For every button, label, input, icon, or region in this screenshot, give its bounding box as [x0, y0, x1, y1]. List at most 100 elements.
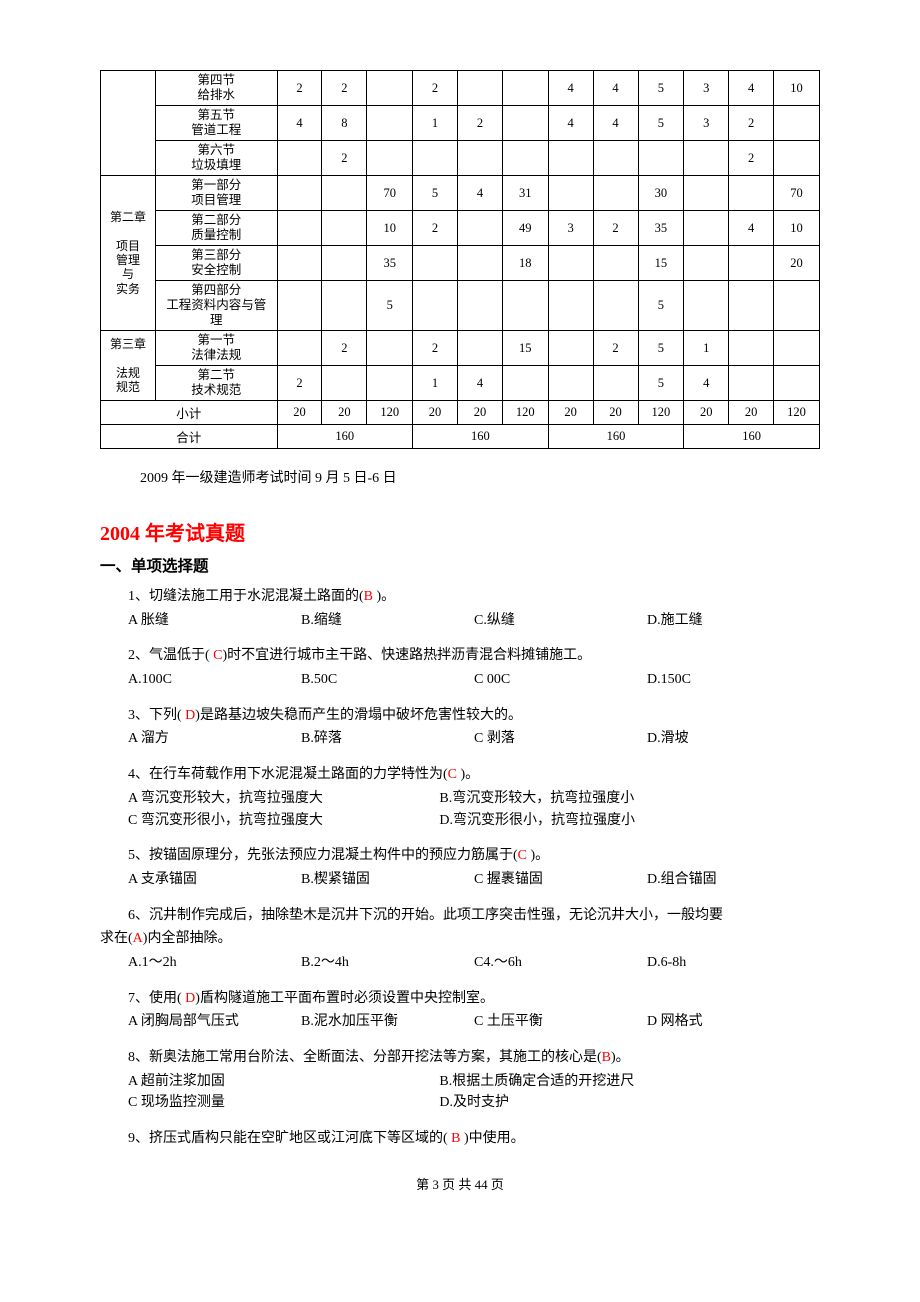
cell — [593, 176, 638, 211]
cell — [277, 141, 322, 176]
cell: 10 — [367, 211, 413, 246]
option: B.碎落 — [301, 728, 474, 750]
row-label: 第四部分工程资料内容与管理 — [156, 281, 277, 331]
cell: 70 — [367, 176, 413, 211]
option-row: A 胀缝B.缩缝C.纵缝D.施工缝 — [128, 610, 820, 632]
cell — [277, 246, 322, 281]
cell: 120 — [367, 401, 413, 425]
chapter-cell: 第二章 项目 管理 与 实务 — [101, 176, 156, 331]
cell: 120 — [638, 401, 684, 425]
exam-date-note: 2009 年一级建造师考试时间 9 月 5 日-6 日 — [140, 467, 820, 487]
cell — [593, 366, 638, 401]
cell: 5 — [638, 366, 684, 401]
cell: 1 — [413, 106, 458, 141]
option-row: A 超前注浆加固B.根据土质确定合适的开挖进尺 — [128, 1071, 820, 1093]
cell — [548, 281, 593, 331]
subtotal-label: 小计 — [101, 401, 278, 425]
cell — [548, 176, 593, 211]
cell — [458, 281, 503, 331]
row-label: 第五节管道工程 — [156, 106, 277, 141]
answer-letter: C — [448, 767, 457, 782]
cell: 120 — [774, 401, 820, 425]
cell: 20 — [774, 246, 820, 281]
option: A 溜方 — [128, 728, 301, 750]
answer-letter: B — [451, 1131, 460, 1146]
option: C.纵缝 — [474, 610, 647, 632]
total-label: 合计 — [101, 425, 278, 449]
cell — [774, 106, 820, 141]
cell: 8 — [322, 106, 367, 141]
cell: 120 — [502, 401, 548, 425]
cell — [322, 211, 367, 246]
option: C 弯沉变形很小，抗弯拉强度大 — [128, 810, 439, 832]
question-stem: 8、新奥法施工常用台阶法、全断面法、分部开挖法等方案，其施工的核心是(B)。 — [128, 1047, 820, 1069]
cell — [684, 176, 729, 211]
cell — [593, 281, 638, 331]
table-row: 第三部分安全控制 35 18 15 20 — [101, 246, 820, 281]
question-stem: 4、在行车荷载作用下水泥混凝土路面的力学特性为(C )。 — [128, 764, 820, 786]
cell — [502, 71, 548, 106]
question-stem: 1、切缝法施工用于水泥混凝土路面的(B )。 — [128, 586, 820, 608]
cell: 2 — [277, 366, 322, 401]
cell: 20 — [322, 401, 367, 425]
cell — [638, 141, 684, 176]
cell — [684, 246, 729, 281]
option: B.泥水加压平衡 — [301, 1011, 474, 1033]
option: B.弯沉变形较大，抗弯拉强度小 — [439, 788, 750, 810]
option-row: A 弯沉变形较大，抗弯拉强度大B.弯沉变形较大，抗弯拉强度小 — [128, 788, 820, 810]
cell: 15 — [638, 246, 684, 281]
cell: 31 — [502, 176, 548, 211]
option-row: A 闭胸局部气压式B.泥水加压平衡C 土压平衡D 网格式 — [128, 1011, 820, 1033]
table-row: 第四部分工程资料内容与管理 5 5 — [101, 281, 820, 331]
cell — [367, 141, 413, 176]
option: C 土压平衡 — [474, 1011, 647, 1033]
cell — [729, 366, 774, 401]
answer-letter: B — [602, 1050, 611, 1065]
table-row: 第二节技术规范 2 1 4 5 4 — [101, 366, 820, 401]
table-row: 第四节给排水 2 2 2 4 4 5 3 4 10 — [101, 71, 820, 106]
cell — [367, 71, 413, 106]
cell — [502, 106, 548, 141]
year-title: 2004 年考试真题 — [100, 517, 820, 546]
cell — [458, 141, 503, 176]
cell: 2 — [322, 331, 367, 366]
document-page: 第四节给排水 2 2 2 4 4 5 3 4 10 第五节管道工程 4 8 1 … — [0, 0, 920, 1233]
cell — [322, 281, 367, 331]
subtotal-row: 小计 20 20 120 20 20 120 20 20 120 20 20 1… — [101, 401, 820, 425]
cell: 20 — [277, 401, 322, 425]
row-label: 第三部分安全控制 — [156, 246, 277, 281]
table-row: 第三章 法规 规范 第一节法律法规 2 2 15 2 5 1 — [101, 331, 820, 366]
option: C4.～6h — [474, 952, 647, 974]
option: D.施工缝 — [647, 610, 820, 632]
answer-letter: B — [364, 589, 373, 604]
cell: 10 — [774, 71, 820, 106]
cell: 20 — [548, 401, 593, 425]
question: 5、按锚固原理分，先张法预应力混凝土构件中的预应力筋属于(C )。A 支承锚固B… — [128, 845, 820, 890]
cell: 20 — [458, 401, 503, 425]
question-stem: 7、使用( D)盾构隧道施工平面布置时必须设置中央控制室。 — [128, 988, 820, 1010]
cell: 49 — [502, 211, 548, 246]
option: D.弯沉变形很小，抗弯拉强度小 — [439, 810, 750, 832]
cell: 2 — [413, 211, 458, 246]
cell — [277, 281, 322, 331]
row-label: 第六节垃圾填埋 — [156, 141, 277, 176]
cell — [774, 366, 820, 401]
cell — [593, 141, 638, 176]
cell: 4 — [458, 176, 503, 211]
answer-letter: C — [518, 848, 527, 863]
cell — [729, 176, 774, 211]
option-row: C 弯沉变形很小，抗弯拉强度大D.弯沉变形很小，抗弯拉强度小 — [128, 810, 820, 832]
cell: 30 — [638, 176, 684, 211]
option-row: A.1～2hB.2～4hC4.～6hD.6-8h — [128, 952, 820, 974]
option: D.及时支护 — [439, 1092, 750, 1114]
cell: 4 — [548, 106, 593, 141]
table-row: 第二部分质量控制 10 2 49 3 2 35 4 10 — [101, 211, 820, 246]
cell — [413, 141, 458, 176]
page-footer: 第 3 页 共 44 页 — [100, 1174, 820, 1193]
option-row: A 支承锚固B.楔紧锚固C 握裹锚固D.组合锚固 — [128, 869, 820, 891]
cell — [458, 246, 503, 281]
cell: 35 — [638, 211, 684, 246]
cell — [277, 176, 322, 211]
option: C 00C — [474, 669, 647, 691]
option: A 超前注浆加固 — [128, 1071, 439, 1093]
